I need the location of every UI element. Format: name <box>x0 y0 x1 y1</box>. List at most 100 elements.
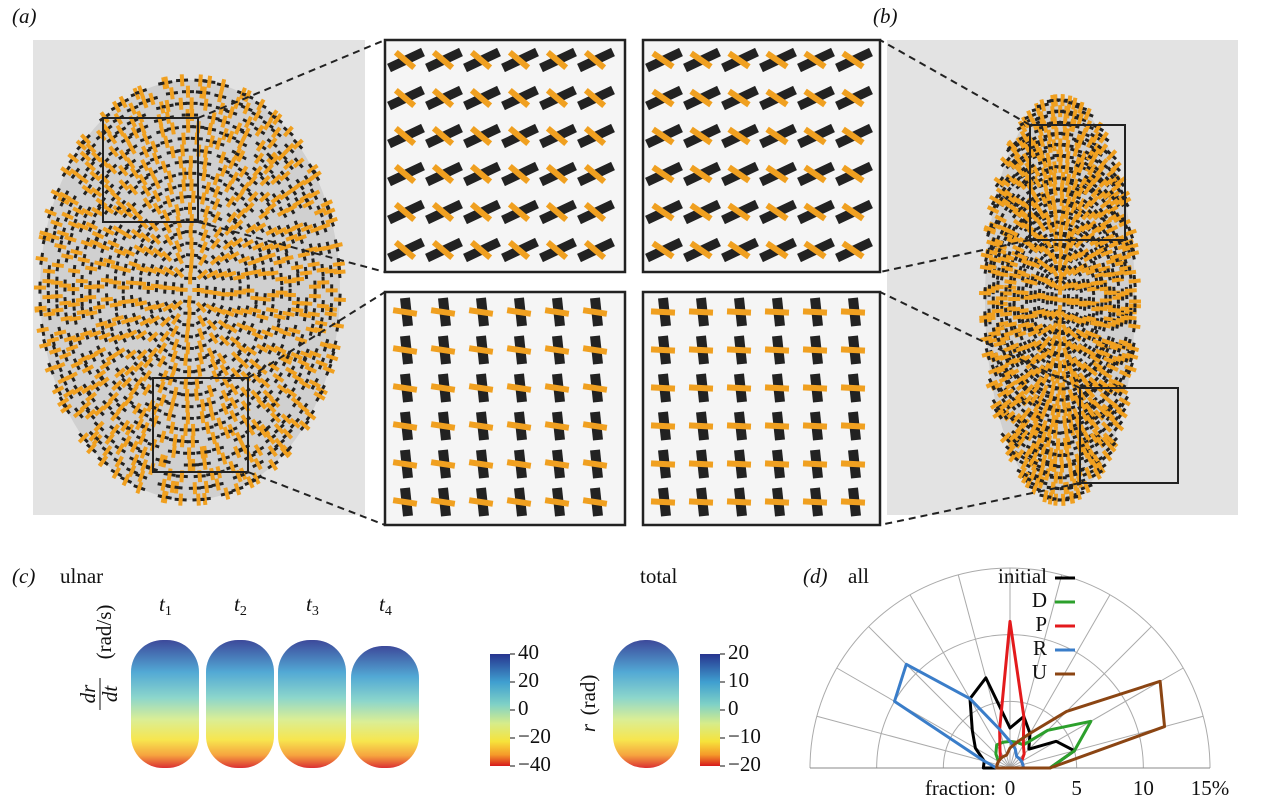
colorbar <box>700 654 720 766</box>
colorbar-tick-label: 20 <box>518 668 539 692</box>
orientation-dash <box>191 261 192 273</box>
orientation-dash <box>1041 100 1044 112</box>
orientation-dash <box>172 481 173 493</box>
orientation-dash <box>689 425 713 426</box>
orientation-dash <box>325 313 337 314</box>
orientation-dash <box>174 434 176 446</box>
orientation-dash <box>204 158 206 170</box>
r-tick-prefix: fraction: <box>925 776 996 800</box>
orientation-dash <box>212 432 215 444</box>
orientation-dash <box>204 458 205 470</box>
orientation-dash <box>583 500 607 504</box>
orientation-dash <box>507 462 531 466</box>
orientation-dash <box>317 306 329 307</box>
orientation-dash <box>841 349 865 350</box>
orientation-dash <box>981 254 993 257</box>
orientation-dash <box>1065 482 1066 494</box>
orientation-dash <box>727 425 751 426</box>
orientation-dash <box>1046 469 1048 481</box>
orientation-dash <box>185 354 186 366</box>
orientation-dash <box>171 422 173 434</box>
orientation-dash <box>291 309 303 311</box>
orientation-dash <box>1000 314 1012 315</box>
axis-numerator: dr <box>76 684 100 704</box>
orientation-dash <box>185 424 186 436</box>
orientation-dash <box>1064 416 1065 428</box>
orientation-dash <box>77 311 89 313</box>
orientation-dash <box>727 387 751 388</box>
orientation-dash <box>1124 272 1136 274</box>
orientation-dash <box>216 479 218 491</box>
orientation-dash <box>989 332 1001 334</box>
orientation-dash <box>980 267 992 269</box>
orientation-dash <box>765 463 789 464</box>
orientation-dash <box>188 342 189 354</box>
orientation-dash <box>545 500 569 504</box>
orientation-dash <box>291 266 303 268</box>
orientation-dash <box>172 123 174 135</box>
orientation-dash <box>282 257 294 260</box>
orientation-dash <box>126 282 138 283</box>
orientation-dash <box>803 501 827 502</box>
rate-map <box>278 640 346 768</box>
orientation-dash <box>1069 413 1072 425</box>
orientation-dash <box>1062 194 1063 206</box>
time-subscript: 1 <box>165 604 172 619</box>
orientation-dash <box>205 99 206 111</box>
orientation-dash <box>1057 349 1058 361</box>
orientation-dash <box>171 87 173 99</box>
orientation-dash <box>1052 196 1054 208</box>
orientation-dash <box>992 311 1004 312</box>
orientation-dash <box>55 245 67 248</box>
orientation-dash <box>841 463 865 464</box>
chart-title: all <box>848 564 869 588</box>
orientation-dash <box>545 348 569 352</box>
orientation-dash <box>1054 173 1055 185</box>
rate-map <box>131 640 199 768</box>
orientation-dash <box>101 299 113 300</box>
orientation-dash <box>334 299 346 300</box>
orientation-dash <box>1125 290 1137 291</box>
orientation-dash <box>36 258 48 260</box>
r-tick-label: 0 <box>1005 776 1016 800</box>
orientation-dash <box>1063 494 1064 506</box>
orientation-dash <box>1013 316 1025 318</box>
orientation-dash <box>193 191 194 203</box>
orientation-dash <box>207 422 209 434</box>
orientation-dash <box>1056 471 1057 483</box>
orientation-dash <box>393 500 417 504</box>
orientation-dash <box>1067 128 1068 140</box>
orientation-dash <box>300 272 312 273</box>
orientation-dash <box>545 386 569 390</box>
orientation-dash <box>182 74 183 86</box>
inset <box>643 40 880 272</box>
orientation-dash <box>1070 424 1073 436</box>
orientation-dash <box>1067 174 1069 186</box>
orientation-dash <box>545 310 569 314</box>
orientation-dash <box>1066 219 1069 231</box>
orientation-dash <box>507 348 531 352</box>
colorbar-tick-label: 20 <box>728 640 749 664</box>
orientation-dash <box>274 316 286 319</box>
orientation-dash <box>172 146 174 158</box>
orientation-dash <box>333 271 345 272</box>
orientation-dash <box>1066 207 1069 219</box>
orientation-dash <box>1127 347 1139 350</box>
colorbar-tick-label: −20 <box>728 752 761 776</box>
colorbar-tick-label: −10 <box>728 724 761 748</box>
orientation-dash <box>841 387 865 388</box>
panel-c: t1t2t3t4drdt(rad/s)r(rad)40200−20−402010… <box>76 592 761 776</box>
orientation-dash <box>202 193 204 205</box>
orientation-dash <box>206 182 209 194</box>
orientation-dash <box>160 455 163 467</box>
orientation-dash <box>259 299 271 300</box>
orientation-dash <box>180 494 181 506</box>
orientation-dash <box>169 469 171 481</box>
orientation-dash <box>393 462 417 466</box>
orientation-dash <box>42 281 54 282</box>
orientation-dash <box>135 302 147 304</box>
orientation-dash <box>469 310 493 314</box>
orientation-dash <box>283 313 295 315</box>
orientation-dash <box>1067 151 1069 163</box>
orientation-dash <box>431 348 455 352</box>
